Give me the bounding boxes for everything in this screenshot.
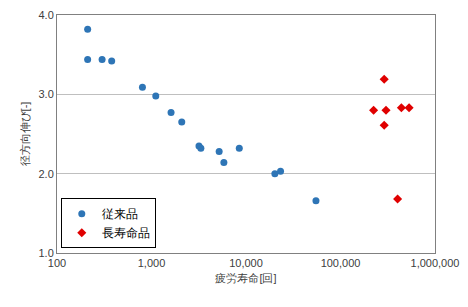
svg-text:1.0: 1.0 — [39, 247, 54, 259]
svg-text:径方向伸び[-]: 径方向伸び[-] — [19, 102, 31, 167]
svg-text:10,000: 10,000 — [229, 257, 263, 269]
svg-text:従来品: 従来品 — [102, 207, 138, 221]
svg-text:1,000,000: 1,000,000 — [411, 257, 460, 269]
svg-text:4.0: 4.0 — [39, 9, 54, 21]
svg-text:100,000: 100,000 — [321, 257, 361, 269]
svg-text:100: 100 — [48, 257, 66, 269]
svg-text:2.0: 2.0 — [39, 168, 54, 180]
svg-text:長寿命品: 長寿命品 — [102, 226, 150, 240]
svg-text:3.0: 3.0 — [39, 88, 54, 100]
svg-text:疲労寿命[回]: 疲労寿命[回] — [215, 272, 276, 284]
svg-text:1,000: 1,000 — [138, 257, 166, 269]
